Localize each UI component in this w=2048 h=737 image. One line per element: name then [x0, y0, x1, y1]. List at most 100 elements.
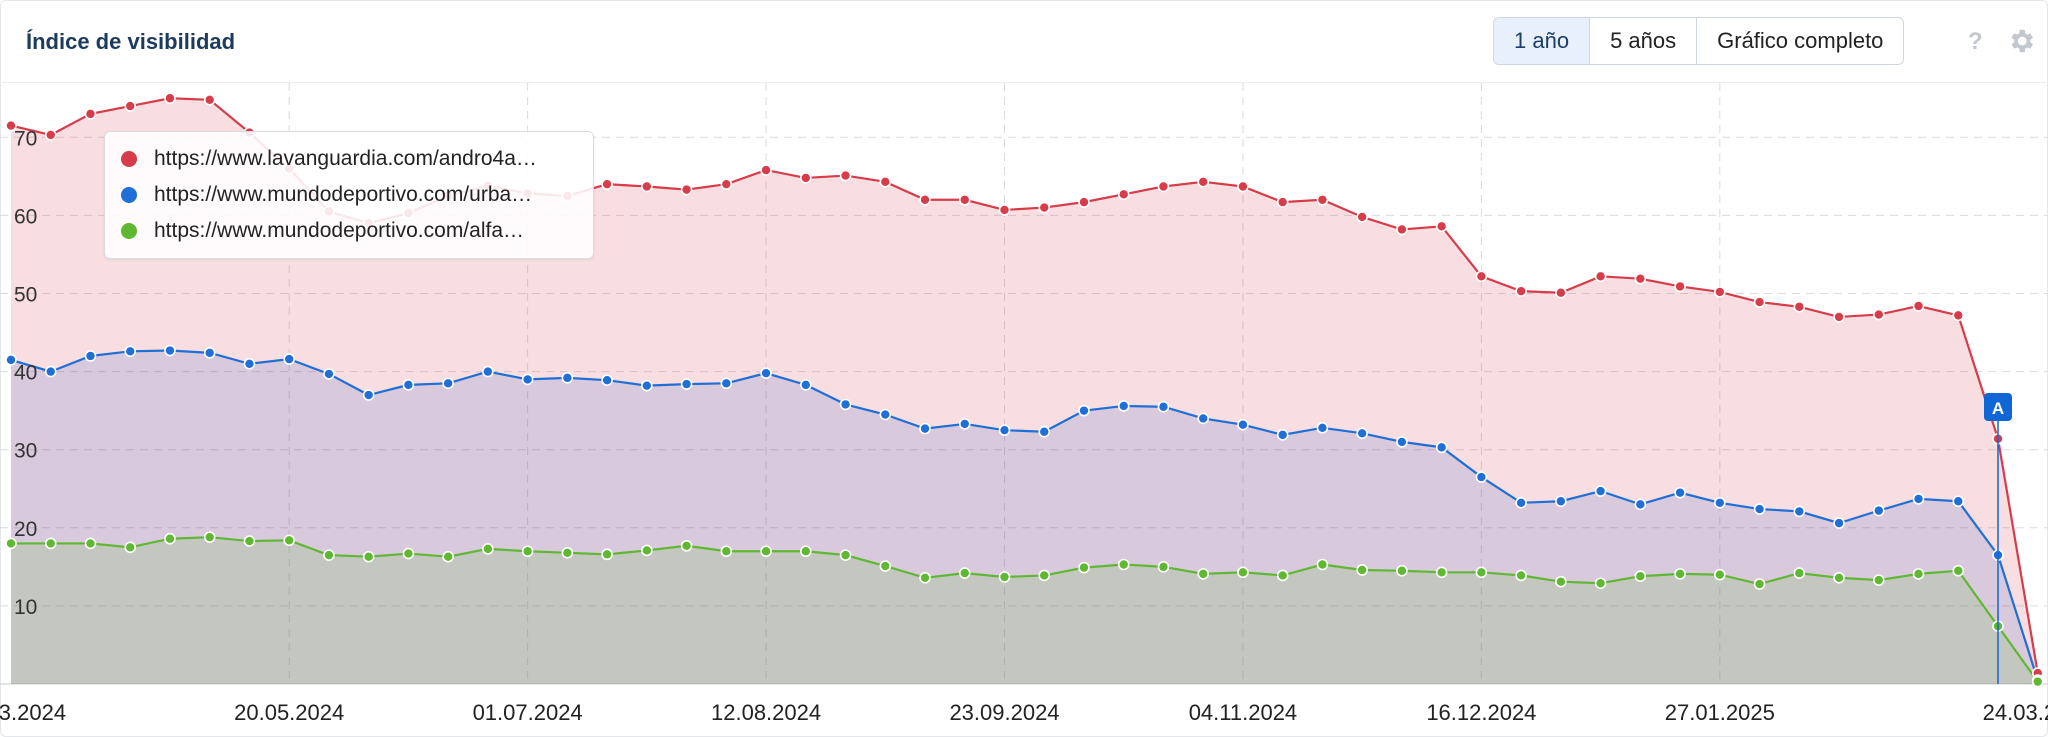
data-point[interactable] — [1038, 569, 1051, 582]
data-point[interactable] — [760, 164, 772, 176]
legend-item-mundodeportivo-alfa[interactable]: https://www.mundodeportivo.com/alfa… — [121, 216, 524, 246]
data-point[interactable] — [1475, 270, 1488, 283]
data-point[interactable] — [1276, 196, 1289, 208]
data-point[interactable] — [998, 571, 1011, 583]
data-point[interactable] — [1237, 180, 1249, 193]
data-point[interactable] — [1237, 566, 1249, 579]
data-point[interactable] — [1872, 504, 1885, 517]
data-point[interactable] — [1157, 561, 1170, 573]
data-point[interactable] — [482, 365, 494, 378]
data-point[interactable] — [601, 178, 613, 190]
data-point[interactable] — [1912, 300, 1925, 312]
data-point[interactable] — [323, 549, 335, 561]
data-point[interactable] — [1634, 272, 1647, 285]
data-point[interactable] — [1555, 286, 1567, 299]
data-point[interactable] — [760, 367, 772, 379]
data-point[interactable] — [1555, 495, 1567, 508]
help-icon[interactable]: ? — [1968, 28, 1983, 55]
data-point[interactable] — [1515, 569, 1527, 582]
data-point[interactable] — [601, 374, 613, 386]
legend-item-lavanguardia[interactable]: https://www.lavanguardia.com/andro4a… — [121, 144, 537, 174]
data-point[interactable] — [84, 350, 97, 362]
data-point[interactable] — [1078, 561, 1090, 574]
data-point[interactable] — [283, 534, 295, 547]
data-point[interactable] — [1117, 400, 1130, 412]
data-point[interactable] — [641, 180, 653, 193]
range-full-chart-button[interactable]: Gráfico completo — [1697, 18, 1904, 64]
data-point[interactable] — [1912, 493, 1925, 505]
data-point[interactable] — [1833, 517, 1845, 529]
data-point[interactable] — [1117, 558, 1130, 571]
data-point[interactable] — [124, 541, 137, 554]
data-point[interactable] — [323, 368, 335, 380]
data-point[interactable] — [1316, 193, 1329, 206]
data-point[interactable] — [203, 94, 216, 106]
data-point[interactable] — [799, 545, 812, 558]
data-point[interactable] — [1475, 471, 1488, 483]
data-point[interactable] — [1396, 564, 1408, 577]
data-point[interactable] — [680, 183, 693, 196]
data-point[interactable] — [1475, 566, 1488, 579]
data-point[interactable] — [1157, 180, 1170, 193]
data-point[interactable] — [998, 204, 1011, 216]
data-point[interactable] — [879, 560, 892, 572]
data-point[interactable] — [879, 408, 892, 421]
data-point[interactable] — [1912, 568, 1925, 580]
data-point[interactable] — [1356, 564, 1368, 576]
data-point[interactable] — [5, 119, 17, 132]
data-point[interactable] — [1674, 280, 1686, 293]
data-point[interactable] — [1078, 404, 1090, 417]
data-point[interactable] — [1872, 308, 1885, 321]
data-point[interactable] — [2031, 675, 2044, 688]
data-point[interactable] — [1555, 575, 1567, 588]
data-point[interactable] — [839, 398, 852, 411]
data-point[interactable] — [1793, 567, 1806, 579]
data-point[interactable] — [1753, 296, 1766, 308]
data-point[interactable] — [1356, 427, 1368, 440]
data-point[interactable] — [720, 178, 733, 190]
data-point[interactable] — [203, 531, 216, 543]
data-point[interactable] — [1793, 505, 1806, 518]
data-point[interactable] — [1674, 486, 1686, 499]
data-point[interactable] — [442, 550, 454, 563]
data-point[interactable] — [1197, 176, 1209, 188]
data-point[interactable] — [402, 547, 415, 560]
chart-points[interactable] — [5, 92, 2044, 688]
data-point[interactable] — [641, 379, 653, 392]
data-point[interactable] — [1594, 577, 1607, 590]
data-point[interactable] — [482, 543, 494, 555]
data-point[interactable] — [1356, 211, 1368, 223]
data-point[interactable] — [1316, 558, 1329, 571]
data-point[interactable] — [1038, 425, 1051, 438]
data-point[interactable] — [44, 129, 57, 141]
data-point[interactable] — [641, 544, 653, 557]
data-point[interactable] — [1197, 568, 1209, 580]
data-point[interactable] — [442, 377, 454, 390]
data-point[interactable] — [1157, 400, 1170, 413]
data-point[interactable] — [839, 169, 852, 182]
data-point[interactable] — [1594, 485, 1607, 497]
gear-icon[interactable] — [2006, 26, 2036, 56]
data-point[interactable] — [1674, 568, 1686, 580]
data-point[interactable] — [1952, 495, 1965, 508]
data-point[interactable] — [1714, 497, 1726, 509]
data-point[interactable] — [799, 379, 812, 391]
data-point[interactable] — [760, 545, 772, 558]
data-point[interactable] — [919, 422, 931, 435]
data-point[interactable] — [164, 344, 176, 357]
data-point[interactable] — [243, 535, 256, 547]
data-point[interactable] — [958, 567, 971, 579]
data-point[interactable] — [1594, 270, 1607, 283]
data-point[interactable] — [1396, 436, 1408, 448]
data-point[interactable] — [1276, 569, 1289, 582]
data-point[interactable] — [1237, 418, 1249, 431]
data-point[interactable] — [362, 550, 375, 563]
data-point[interactable] — [1952, 564, 1965, 577]
data-point[interactable] — [958, 193, 971, 206]
data-point[interactable] — [561, 546, 574, 559]
data-point[interactable] — [203, 347, 216, 359]
data-point[interactable] — [1833, 311, 1845, 323]
data-point[interactable] — [1634, 498, 1647, 511]
data-point[interactable] — [1714, 568, 1726, 581]
data-point[interactable] — [1117, 188, 1130, 201]
